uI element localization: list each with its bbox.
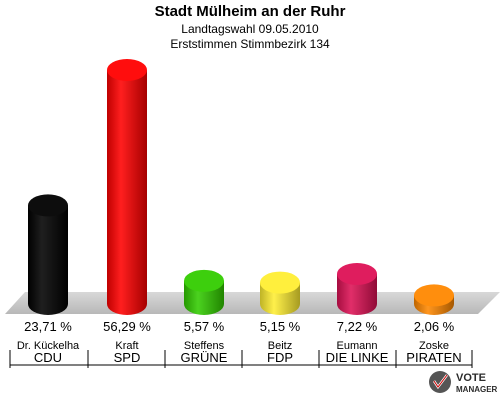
party-label: GRÜNE [181,350,228,365]
bar-top [107,59,147,81]
value-label: 23,71 % [24,319,72,334]
value-label: 5,15 % [260,319,301,334]
bar-top [28,194,68,217]
party-label: CDU [34,350,62,365]
logo-mark-icon [429,371,451,393]
bar-top [414,284,454,307]
party-label: PIRATEN [406,350,461,365]
bar-piraten [414,284,454,315]
chart-subtitle-2: Erststimmen Stimmbezirk 134 [170,37,330,51]
bar-body [337,273,377,315]
bar-body [28,205,68,315]
bar-top [184,269,224,292]
bar-die-linke [337,262,377,315]
candidate-label: Eumann [337,340,378,352]
value-label: 5,57 % [184,319,225,334]
candidate-label: Steffens [184,340,225,352]
party-label: FDP [267,350,293,365]
bars-group [28,59,454,315]
value-label: 2,06 % [414,319,455,334]
value-labels-group: 23,71 % 56,29 % 5,57 % 5,15 % 7,22 % 2,06 % [24,319,455,334]
bar-cdu [28,194,68,315]
chart-title: Stadt Mülheim an der Ruhr [154,3,346,20]
logo-line1: VOTE [456,372,486,384]
candidate-label: Beitz [268,340,292,352]
bar-top [260,271,300,294]
chart-subtitle: Landtagswahl 09.05.2010 [181,22,319,36]
candidate-label: Dr. Kückelha [17,340,80,352]
bar-top [337,262,377,285]
party-label: DIE LINKE [326,350,389,365]
bar-body [107,70,147,315]
bar-spd [107,59,147,315]
bar-gr-ne [184,269,224,315]
logo-line2: MANAGER [456,385,498,394]
candidate-label: Zoske [419,340,449,352]
party-label: SPD [114,350,141,365]
bar-fdp [260,271,300,315]
candidate-label: Kraft [115,340,138,352]
value-label: 56,29 % [103,319,151,334]
vote-manager-logo: VOTE MANAGER [429,371,498,394]
value-label: 7,22 % [337,319,378,334]
